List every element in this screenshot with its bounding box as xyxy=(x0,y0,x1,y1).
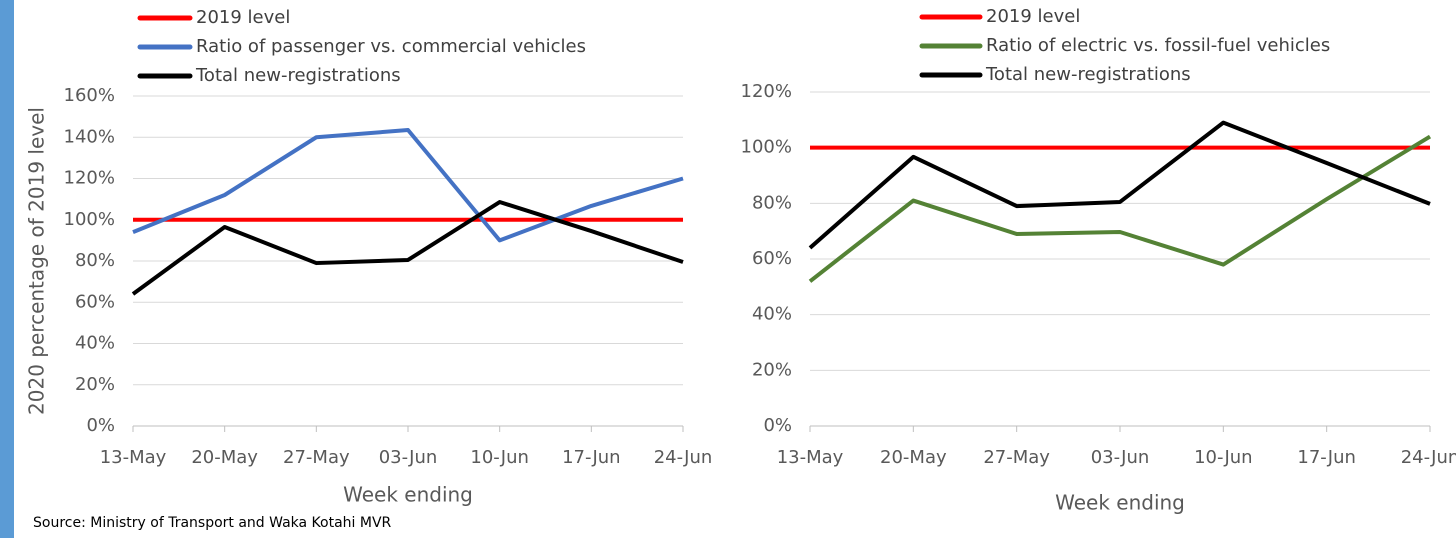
x-tick-label: 24-Jun xyxy=(1401,447,1456,468)
x-tick-label: 17-Jun xyxy=(1297,447,1356,468)
y-tick-label: 60% xyxy=(752,248,792,269)
y-tick-label: 40% xyxy=(75,333,115,354)
legend-label: 2019 level xyxy=(196,7,290,28)
y-tick-label: 80% xyxy=(752,192,792,213)
x-tick-label: 10-Jun xyxy=(1194,447,1253,468)
y-tick-label: 100% xyxy=(64,209,115,230)
y-axis-label: 2020 percentage of 2019 level xyxy=(25,107,49,415)
y-tick-label: 140% xyxy=(64,126,115,147)
legend-label: Total new-registrations xyxy=(985,64,1191,85)
x-tick-label: 27-May xyxy=(283,447,350,468)
x-tick-label: 20-May xyxy=(880,447,947,468)
y-tick-label: 20% xyxy=(752,359,792,380)
series-line xyxy=(808,134,1432,283)
x-tick-label: 13-May xyxy=(777,447,844,468)
x-tick-label: 10-Jun xyxy=(470,447,529,468)
x-tick-label: 03-Jun xyxy=(379,447,438,468)
y-tick-label: 120% xyxy=(741,81,792,102)
legend-label: Ratio of passenger vs. commercial vehicl… xyxy=(196,36,586,57)
y-tick-label: 0% xyxy=(86,415,115,436)
x-tick-label: 13-May xyxy=(100,447,167,468)
x-tick-label: 24-Jun xyxy=(654,447,713,468)
legend-label: Total new-registrations xyxy=(195,65,401,86)
x-tick-label: 03-Jun xyxy=(1091,447,1150,468)
y-tick-label: 160% xyxy=(64,85,115,106)
y-tick-label: 100% xyxy=(741,137,792,158)
source: Source: Ministry of Transport and Waka K… xyxy=(33,515,392,531)
y-tick-label: 0% xyxy=(763,415,792,436)
x-axis-label: Week ending xyxy=(343,483,473,507)
x-tick-label: 20-May xyxy=(191,447,258,468)
series-line xyxy=(131,200,684,296)
x-tick-label: 17-Jun xyxy=(562,447,621,468)
y-tick-label: 40% xyxy=(752,304,792,325)
side-bar xyxy=(0,0,14,538)
series-line xyxy=(808,120,1431,250)
legend-label: Ratio of electric vs. fossil-fuel vehicl… xyxy=(986,35,1330,56)
y-tick-label: 60% xyxy=(75,291,115,312)
y-tick-label: 80% xyxy=(75,250,115,271)
x-tick-label: 27-May xyxy=(983,447,1050,468)
x-axis-label: Week ending xyxy=(1055,491,1185,515)
legend-label: 2019 level xyxy=(986,6,1080,27)
series-line xyxy=(132,128,684,243)
y-tick-label: 120% xyxy=(64,168,115,189)
y-tick-label: 20% xyxy=(75,374,115,395)
